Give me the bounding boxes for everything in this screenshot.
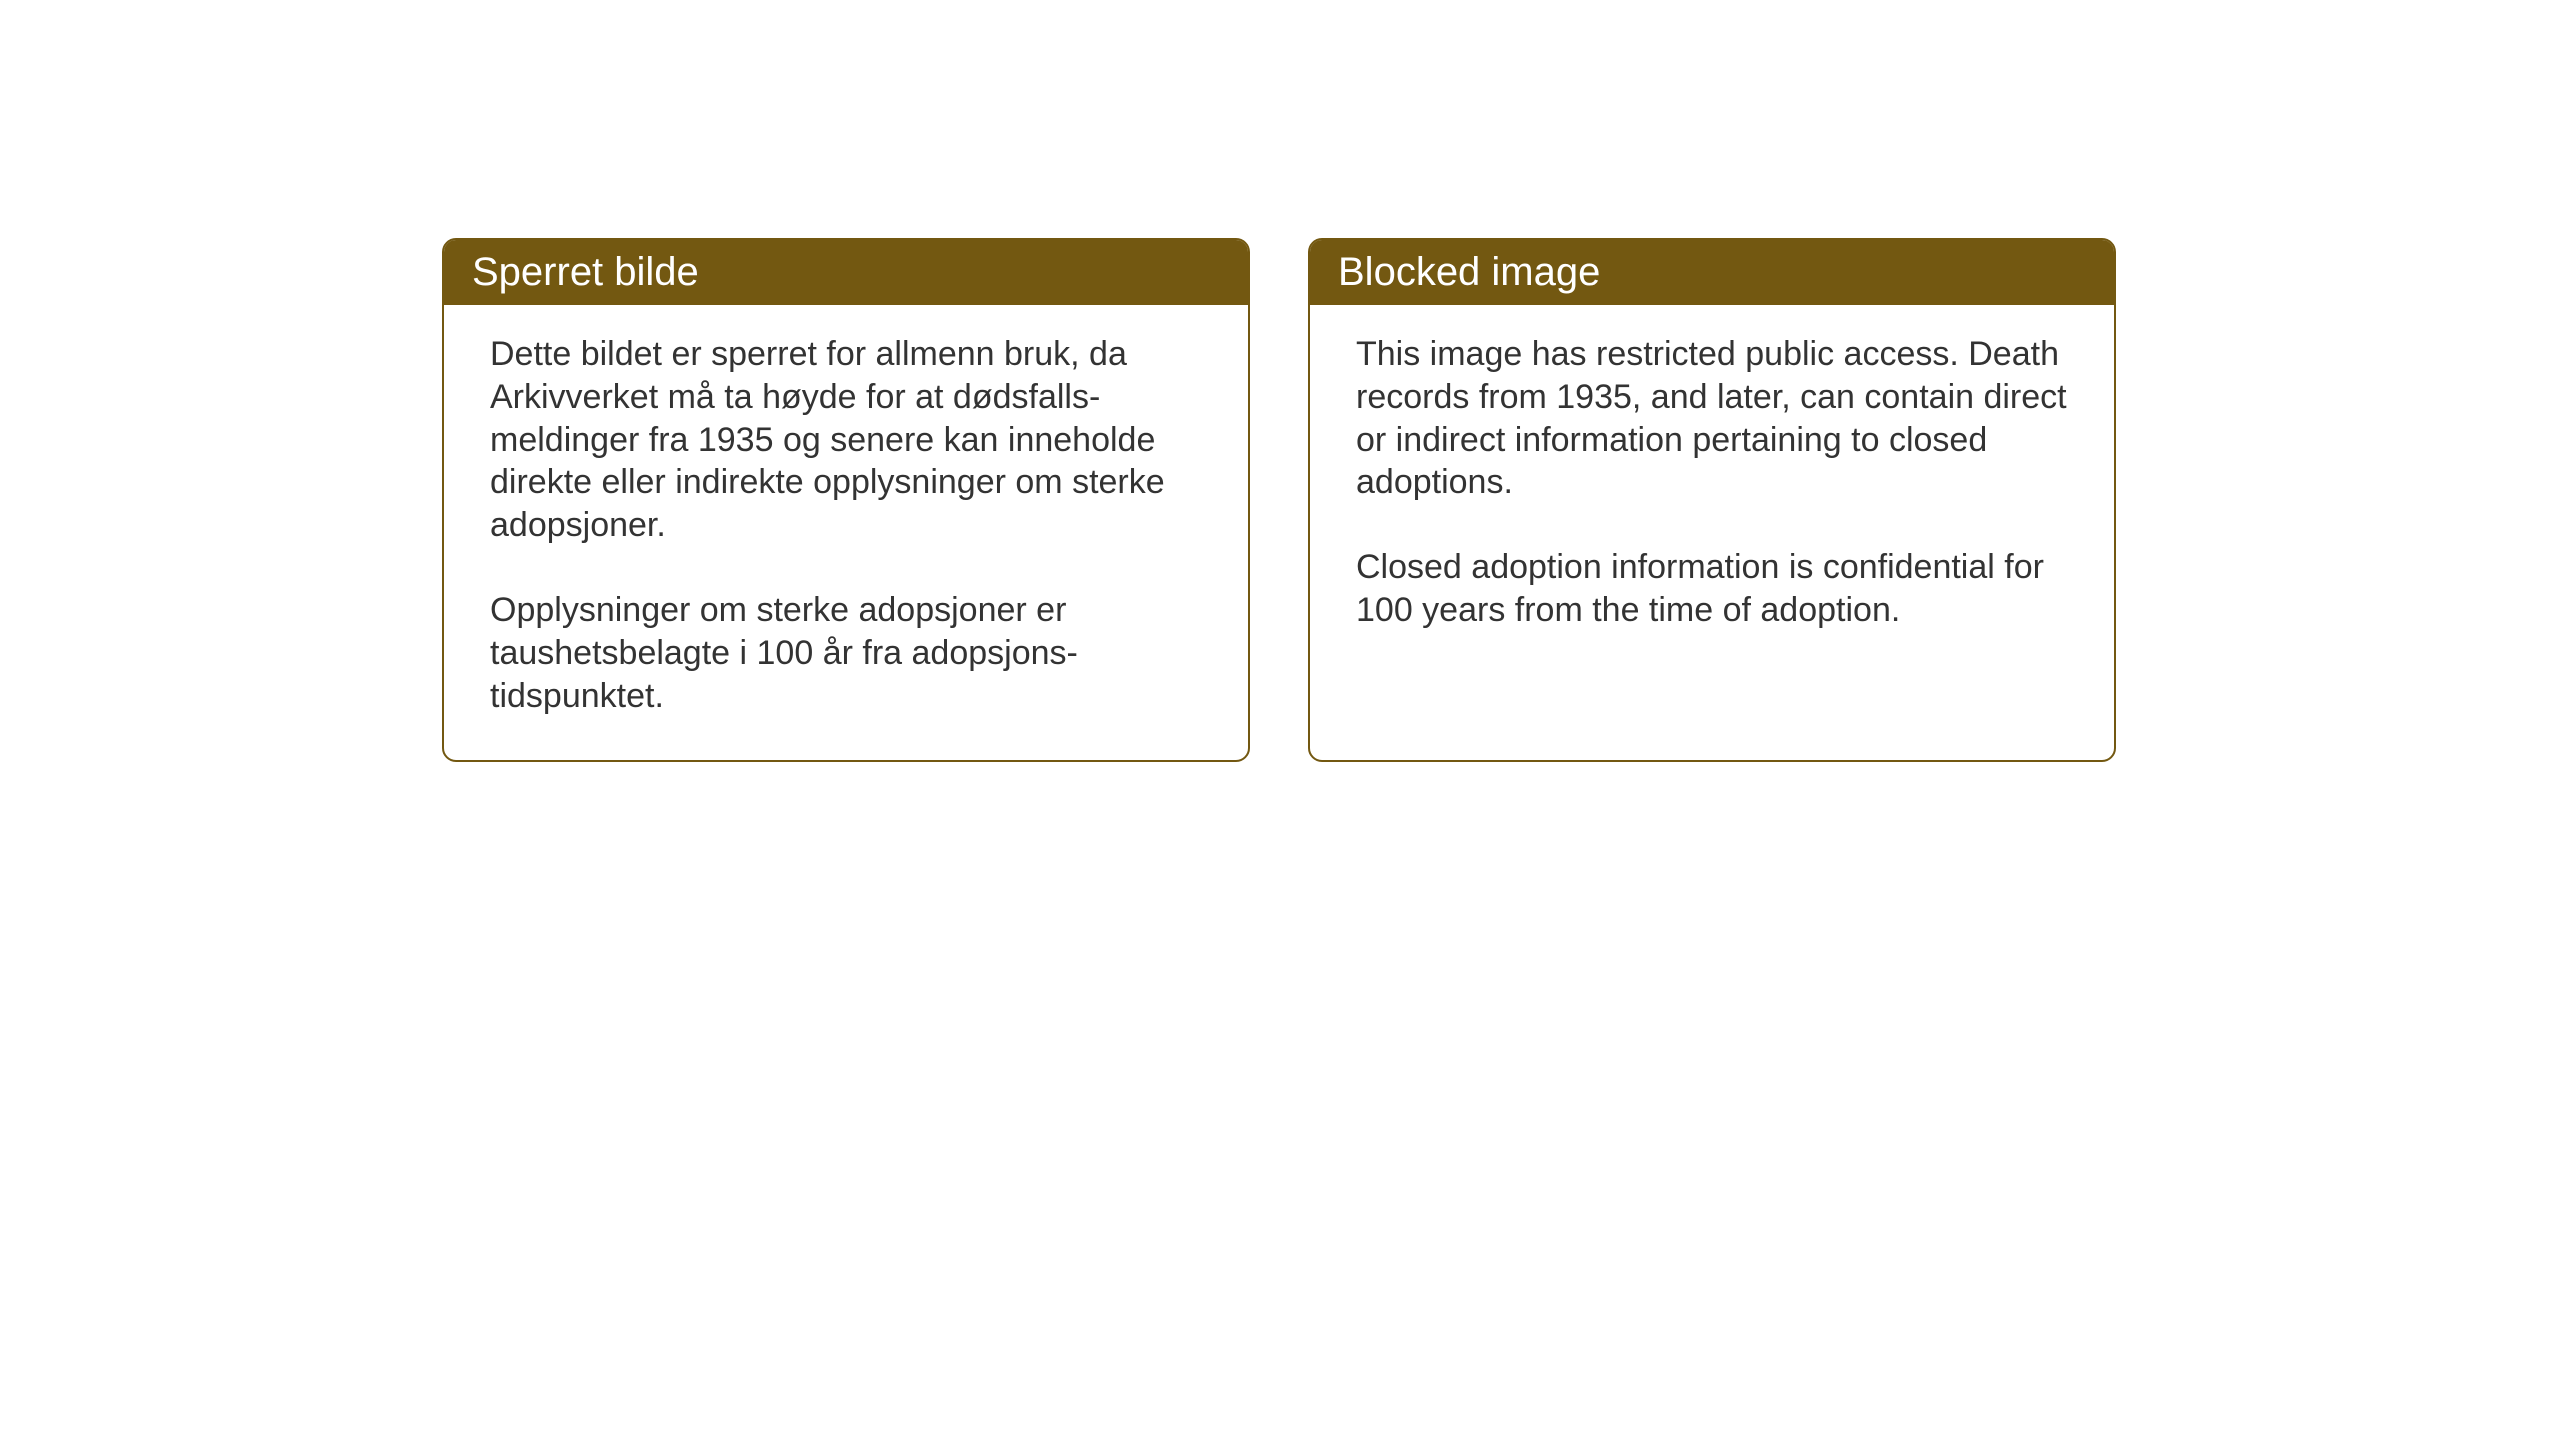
- norwegian-paragraph-1: Dette bildet er sperret for allmenn bruk…: [490, 333, 1202, 547]
- english-paragraph-2: Closed adoption information is confident…: [1356, 546, 2068, 632]
- norwegian-notice-card: Sperret bilde Dette bildet er sperret fo…: [442, 238, 1250, 762]
- english-card-body: This image has restricted public access.…: [1310, 305, 2114, 674]
- norwegian-card-body: Dette bildet er sperret for allmenn bruk…: [444, 305, 1248, 760]
- norwegian-card-title: Sperret bilde: [444, 240, 1248, 305]
- english-notice-card: Blocked image This image has restricted …: [1308, 238, 2116, 762]
- english-card-title: Blocked image: [1310, 240, 2114, 305]
- english-paragraph-1: This image has restricted public access.…: [1356, 333, 2068, 504]
- notice-cards-container: Sperret bilde Dette bildet er sperret fo…: [442, 238, 2116, 762]
- norwegian-paragraph-2: Opplysninger om sterke adopsjoner er tau…: [490, 589, 1202, 717]
